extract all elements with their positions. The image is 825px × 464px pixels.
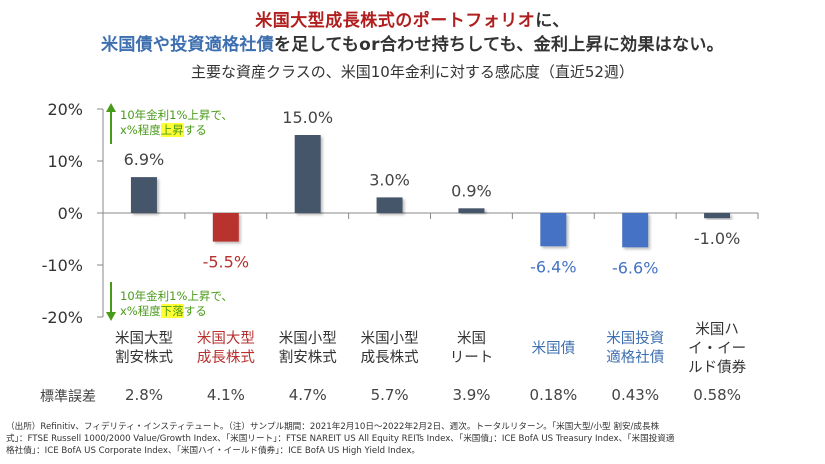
data-label: -5.5%	[203, 253, 249, 272]
footnote-line: 式」：FTSE Russell 1000/2000 Value/Growth I…	[6, 434, 675, 444]
data-label: -6.6%	[612, 258, 658, 277]
footnote: （出所）Refinitiv、フィデリティ・インスティテュート。（注）サンプル期間…	[6, 421, 821, 457]
annotation-fall: 10年金利1%上昇で、 x%程度下落する	[120, 289, 233, 319]
y-tick-label: 10%	[47, 152, 83, 171]
std-error-value: 4.1%	[206, 386, 245, 404]
std-error-value: 0.43%	[611, 386, 660, 404]
data-label: -6.4%	[530, 257, 576, 276]
annotation-text: する	[183, 123, 207, 137]
highlight-rise: 上昇	[160, 123, 184, 137]
highlight-fall: 下落	[160, 304, 184, 318]
chart-title: 主要な資産クラスの、米国10年金利に対する感応度（直近52週）	[191, 63, 634, 81]
up-arrow-icon	[106, 103, 116, 144]
y-tick-label: -20%	[42, 308, 83, 327]
std-error-value: 4.7%	[288, 386, 327, 404]
headline-rest-text: に、	[535, 11, 570, 31]
footnote-line: （出所）Refinitiv、フィデリティ・インスティテュート。（注）サンプル期間…	[6, 422, 660, 432]
category-label: 米国小型 割安株式	[278, 331, 337, 366]
bar	[622, 213, 649, 248]
annotation-text: x%程度	[120, 123, 161, 137]
headline-red-text: 米国大型成長株式のポートフォリオ	[255, 11, 536, 31]
annotation-text: x%程度	[120, 304, 161, 318]
bar	[458, 208, 485, 213]
std-error-label: 標準誤差	[40, 389, 96, 405]
std-error-value: 3.9%	[452, 386, 491, 404]
data-label: -1.0%	[694, 229, 740, 248]
category-label: 米国 リート	[449, 331, 494, 366]
std-error-value: 5.7%	[370, 386, 409, 404]
data-label: 15.0%	[282, 108, 333, 127]
annotation-fall-line1: 10年金利1%上昇で、	[120, 289, 233, 303]
category-label: 米国ハ イ・イー ルド債券	[688, 322, 747, 376]
std-error-value: 0.18%	[529, 386, 578, 404]
data-label: 6.9%	[124, 150, 165, 169]
y-tick-label: 0%	[58, 204, 83, 223]
annotation-rise: 10年金利1%上昇で、 x%程度上昇する	[120, 108, 233, 138]
data-label: 3.0%	[369, 170, 410, 189]
annotation-rise-line2: x%程度上昇する	[120, 123, 233, 138]
std-error-value: 2.8%	[124, 386, 164, 404]
bar	[704, 213, 731, 219]
bar	[540, 213, 567, 247]
bar	[376, 197, 403, 213]
headline-line-1: 米国大型成長株式のポートフォリオに、	[0, 6, 825, 31]
annotation-rise-line1: 10年金利1%上昇で、	[120, 108, 233, 122]
y-tick-label: 20%	[47, 100, 83, 119]
category-label: 米国投資 適格社債	[606, 331, 665, 366]
footnote-line: 格社債」：ICE BofA US Corporate Index、「米国ハイ・イ…	[6, 446, 421, 456]
annotation-text: する	[183, 304, 207, 318]
category-label: 米国小型 成長株式	[360, 331, 419, 366]
headline-line-2: 米国債や投資適格社債を足してもor合わせ持ちしても、金利上昇に効果はない。	[0, 30, 825, 55]
headline-blue-text: 米国債や投資適格社債	[101, 35, 275, 55]
bar	[294, 135, 321, 213]
category-label: 米国大型 成長株式	[196, 331, 255, 366]
headline-rest-text-2: を足してもor合わせ持ちしても、金利上昇に効果はない。	[274, 35, 724, 55]
y-tick-label: -10%	[42, 256, 83, 275]
annotation-fall-line2: x%程度下落する	[120, 304, 233, 319]
category-label: 米国債	[531, 341, 576, 357]
data-label: 0.9%	[451, 181, 492, 200]
down-arrow-icon	[106, 282, 116, 321]
bar	[212, 213, 239, 242]
std-error-value: 0.58%	[693, 386, 741, 404]
category-label: 米国大型 割安株式	[115, 331, 173, 366]
bar	[130, 177, 157, 213]
